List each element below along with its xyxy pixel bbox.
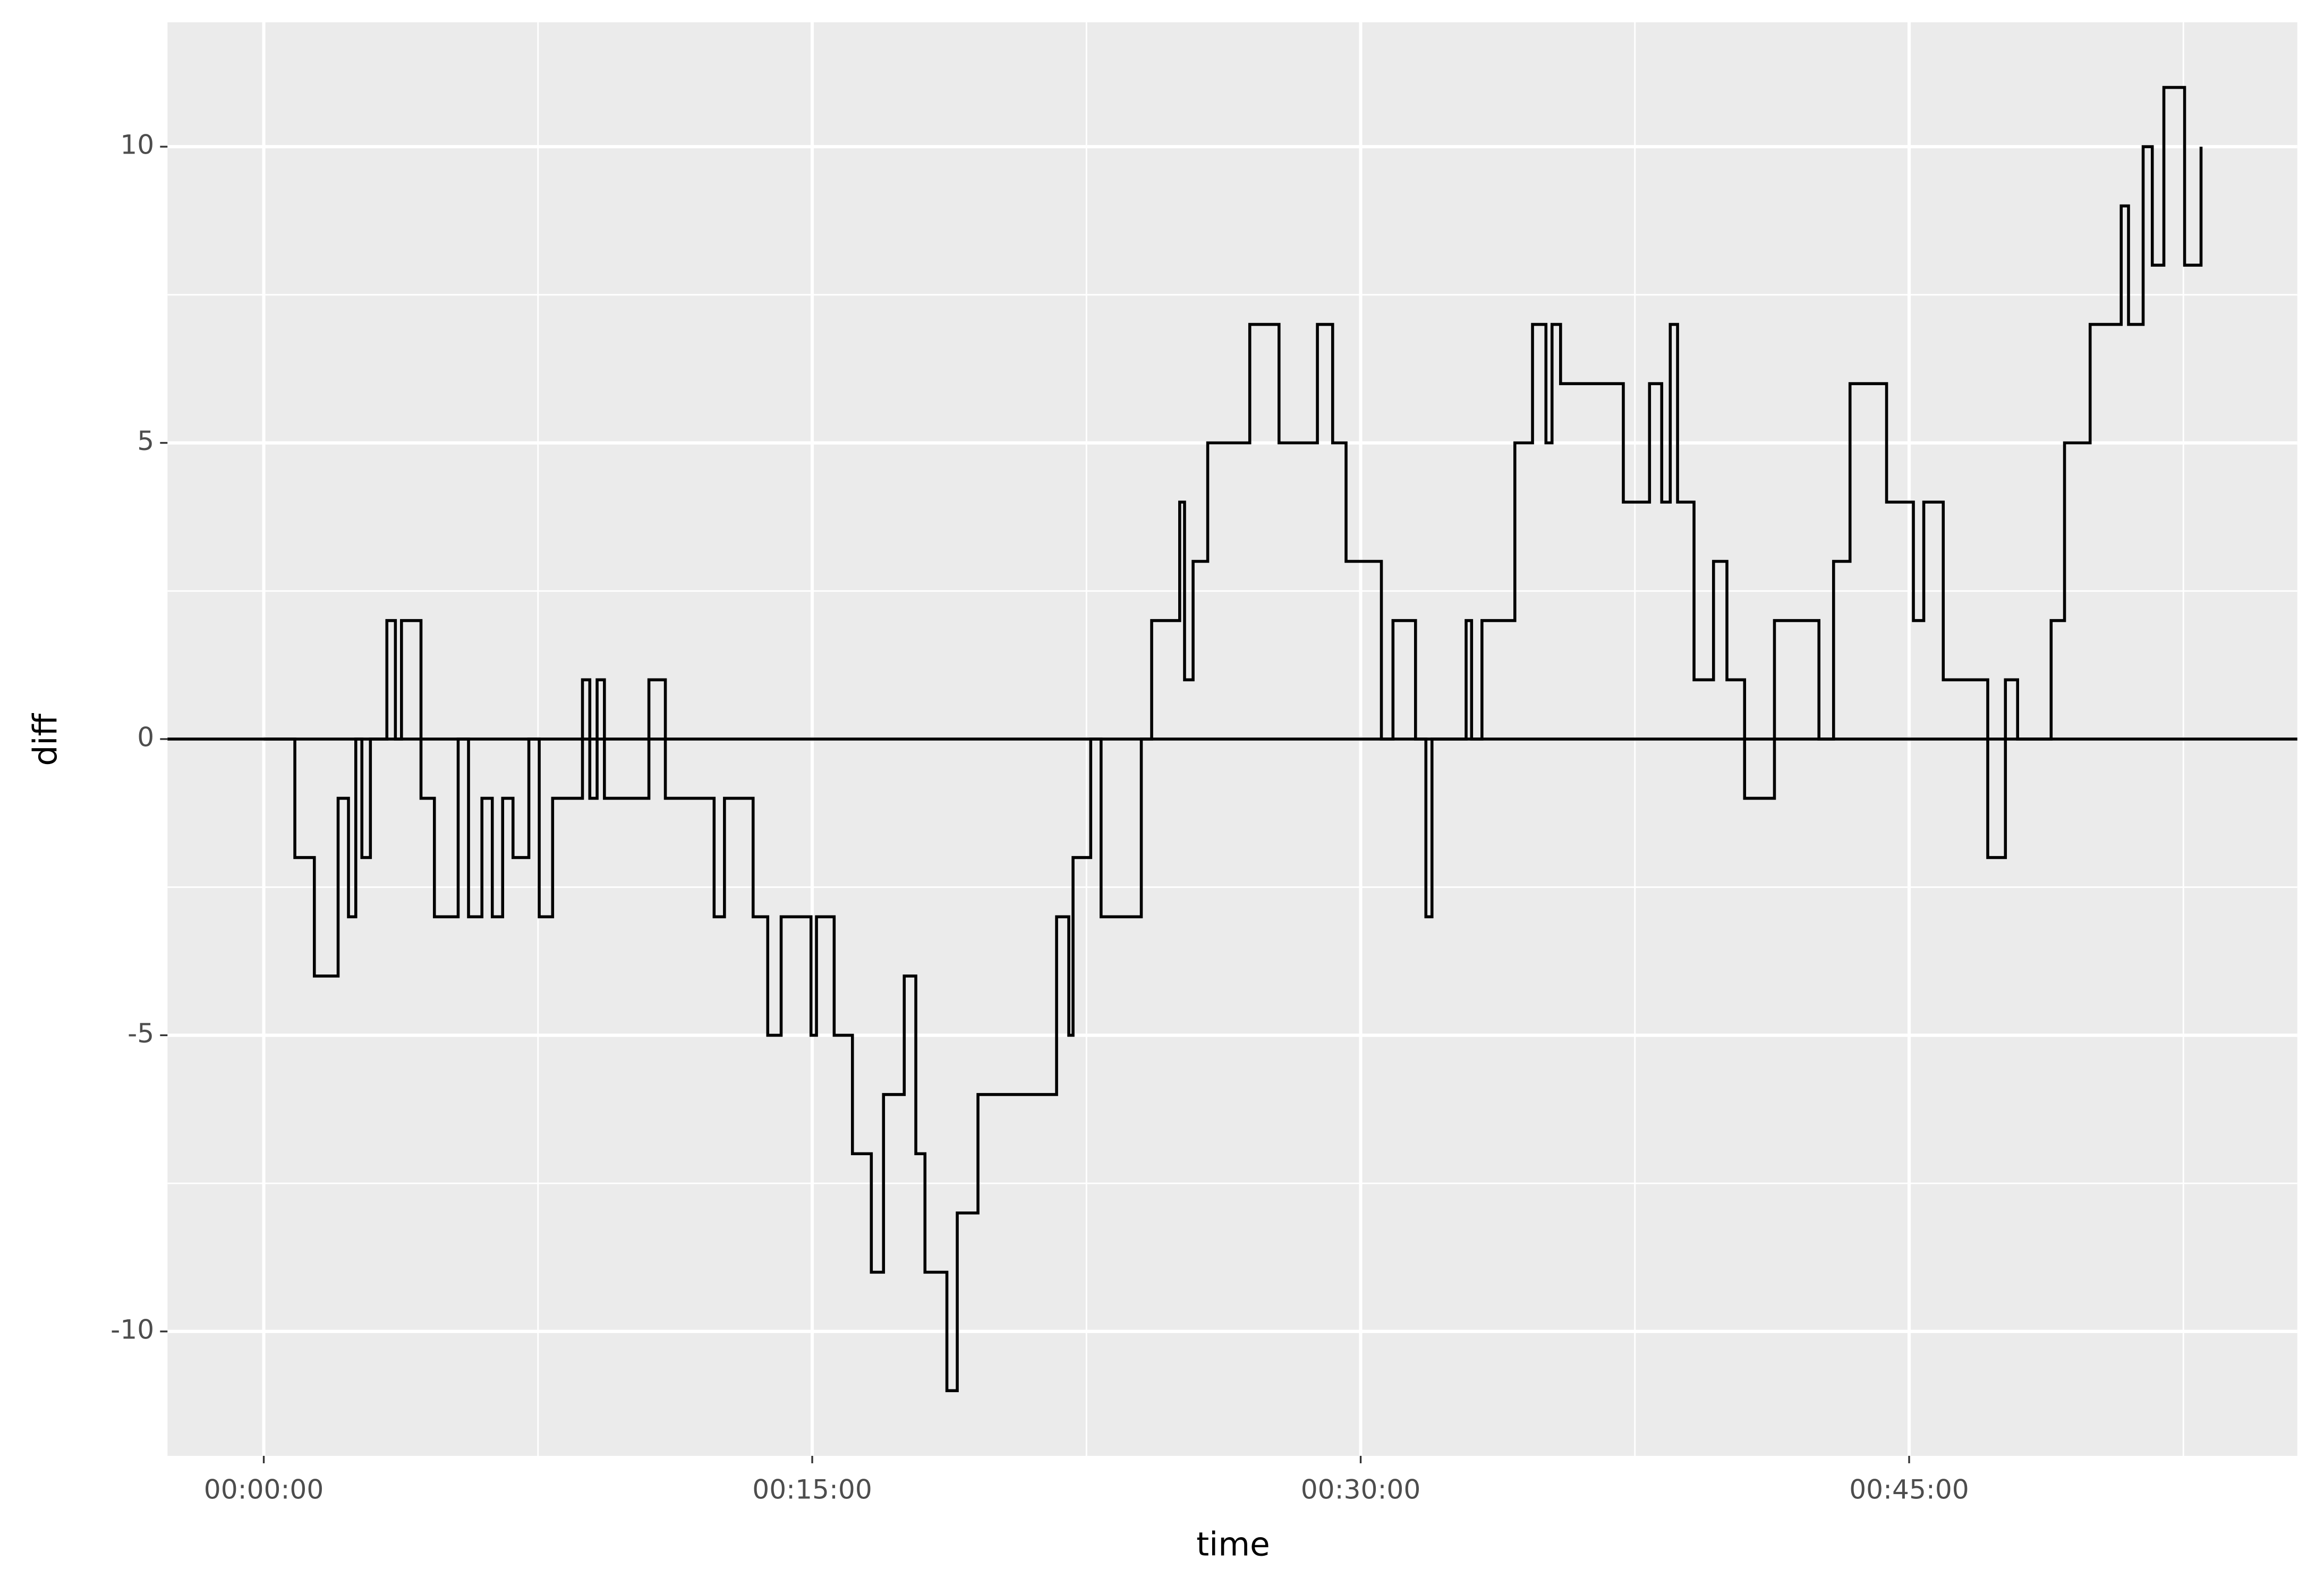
y-tick-label: -5 xyxy=(127,1018,154,1049)
step-line xyxy=(263,86,2203,1393)
y-axis-title: diff xyxy=(27,713,64,766)
x-tick-label: 00:00:00 xyxy=(204,1474,324,1505)
y-tick-label: -10 xyxy=(110,1313,154,1345)
y-tick-label: 10 xyxy=(120,129,154,160)
x-tick-label: 00:45:00 xyxy=(1849,1474,1969,1505)
x-tick-label: 00:30:00 xyxy=(1301,1474,1421,1505)
y-tick-label: 0 xyxy=(137,721,154,752)
x-tick-label: 00:15:00 xyxy=(752,1474,872,1505)
x-axis-title: time xyxy=(1196,1526,1270,1564)
y-tick-label: 5 xyxy=(137,425,154,456)
